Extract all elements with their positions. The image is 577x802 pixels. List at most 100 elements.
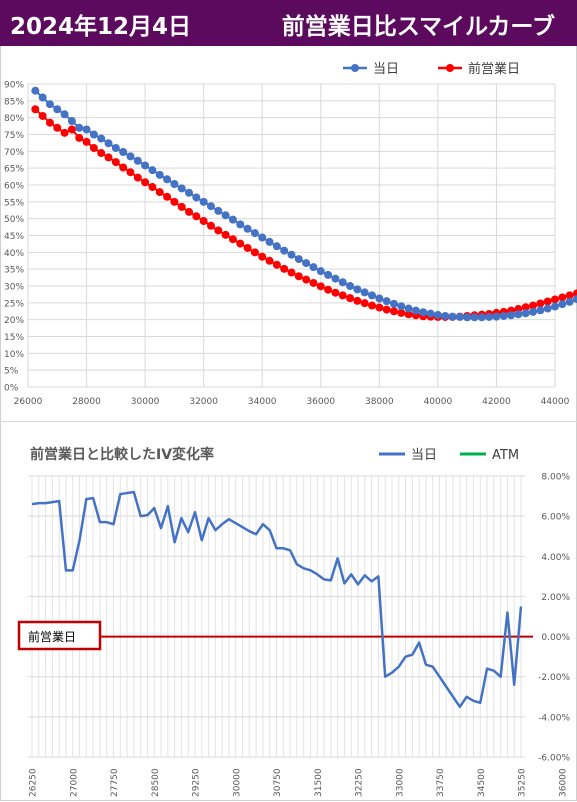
data-point xyxy=(536,299,545,308)
data-point xyxy=(507,311,516,320)
data-point xyxy=(148,183,157,192)
x-tick-label: 26250 xyxy=(29,768,39,797)
data-point xyxy=(565,297,574,306)
data-point xyxy=(177,184,186,193)
data-point xyxy=(287,250,296,259)
data-point xyxy=(346,294,355,303)
report-date: 2024年12月4日 xyxy=(10,14,192,40)
report-title: 前営業日比スマイルカーブ xyxy=(281,14,555,40)
y-tick-label: 55% xyxy=(4,198,24,208)
y-tick-label: -6.00% xyxy=(538,754,570,764)
data-point xyxy=(155,188,164,197)
data-point xyxy=(119,163,128,172)
data-point xyxy=(353,285,362,294)
y-tick-label: 25% xyxy=(4,299,24,309)
data-point xyxy=(448,312,457,321)
data-point xyxy=(477,313,486,322)
data-point xyxy=(185,207,194,216)
data-point xyxy=(324,285,333,294)
y-tick-label: 35% xyxy=(4,266,24,276)
data-point xyxy=(185,188,194,197)
data-point xyxy=(53,105,62,114)
data-point xyxy=(426,309,435,318)
data-point xyxy=(265,237,274,246)
data-point xyxy=(199,217,208,226)
x-tick-label: 36000 xyxy=(558,768,568,797)
data-point xyxy=(529,301,538,310)
data-point xyxy=(38,111,47,120)
y-tick-label: 60% xyxy=(4,182,24,192)
data-point xyxy=(60,110,69,119)
data-point xyxy=(558,293,567,302)
x-tick-label: 34000 xyxy=(248,397,277,407)
data-point xyxy=(31,86,40,95)
data-point xyxy=(67,125,76,134)
data-point xyxy=(38,93,47,102)
data-point xyxy=(302,259,311,268)
data-point xyxy=(111,143,120,152)
data-point xyxy=(360,288,369,297)
data-point xyxy=(536,306,545,315)
y-tick-label: 20% xyxy=(4,316,24,326)
data-point xyxy=(375,303,384,312)
data-point xyxy=(31,105,40,114)
data-point xyxy=(97,134,106,143)
y-tick-label: 0.00% xyxy=(541,633,570,643)
x-tick-label: 33000 xyxy=(395,768,405,797)
y-tick-label: 2.00% xyxy=(541,593,570,603)
data-point xyxy=(192,193,201,202)
y-tick-label: 30% xyxy=(4,283,24,293)
data-point xyxy=(280,246,289,255)
y-tick-label: 10% xyxy=(4,350,24,360)
data-point xyxy=(302,275,311,284)
data-point xyxy=(126,168,135,177)
data-point xyxy=(53,123,62,132)
data-point xyxy=(45,118,54,127)
data-point xyxy=(75,133,84,142)
x-tick-label: 35250 xyxy=(518,768,528,797)
y-tick-label: 4.00% xyxy=(541,553,570,563)
data-point xyxy=(485,312,494,321)
data-point xyxy=(258,233,267,242)
x-tick-label: 26000 xyxy=(14,397,43,407)
data-point xyxy=(214,226,223,235)
data-point xyxy=(265,256,274,265)
data-point xyxy=(133,173,142,182)
data-point xyxy=(551,302,559,311)
data-point xyxy=(126,152,135,161)
data-point xyxy=(382,305,391,314)
y-tick-label: 70% xyxy=(4,148,24,158)
data-point xyxy=(221,230,230,239)
data-point xyxy=(104,153,113,162)
x-tick-label: 36000 xyxy=(306,397,335,407)
data-point xyxy=(338,291,347,300)
data-point xyxy=(163,175,172,184)
data-point xyxy=(572,295,577,304)
data-point xyxy=(155,170,164,179)
data-point xyxy=(82,125,91,134)
data-point xyxy=(514,310,523,319)
data-point xyxy=(346,282,355,290)
data-point xyxy=(404,304,413,313)
data-point xyxy=(316,282,325,291)
x-tick-label: 29250 xyxy=(192,768,202,797)
y-tick-label: 90% xyxy=(4,81,24,91)
y-tick-label: 0% xyxy=(4,384,19,394)
data-point xyxy=(214,206,223,215)
data-point xyxy=(441,311,450,320)
data-point xyxy=(368,301,377,310)
data-point xyxy=(543,297,552,306)
data-point xyxy=(148,166,157,175)
data-point xyxy=(104,139,113,148)
x-tick-label: 32250 xyxy=(355,768,365,797)
data-point xyxy=(258,252,267,261)
data-point xyxy=(82,137,91,146)
data-point xyxy=(565,291,574,300)
data-point xyxy=(280,264,289,273)
data-point xyxy=(294,272,303,281)
x-tick-label: 30000 xyxy=(232,768,242,797)
data-point xyxy=(470,313,479,322)
x-tick-label: 33750 xyxy=(436,768,446,797)
x-tick-label: 27750 xyxy=(110,768,120,797)
